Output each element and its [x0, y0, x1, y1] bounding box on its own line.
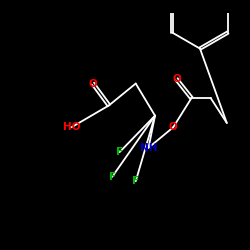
- Text: NH: NH: [140, 143, 157, 153]
- Text: O: O: [88, 78, 97, 88]
- Text: HO: HO: [63, 122, 80, 132]
- Text: F: F: [116, 147, 123, 157]
- Text: O: O: [172, 74, 181, 84]
- Text: O: O: [169, 122, 177, 132]
- Text: F: F: [108, 172, 116, 182]
- Text: F: F: [132, 176, 139, 186]
